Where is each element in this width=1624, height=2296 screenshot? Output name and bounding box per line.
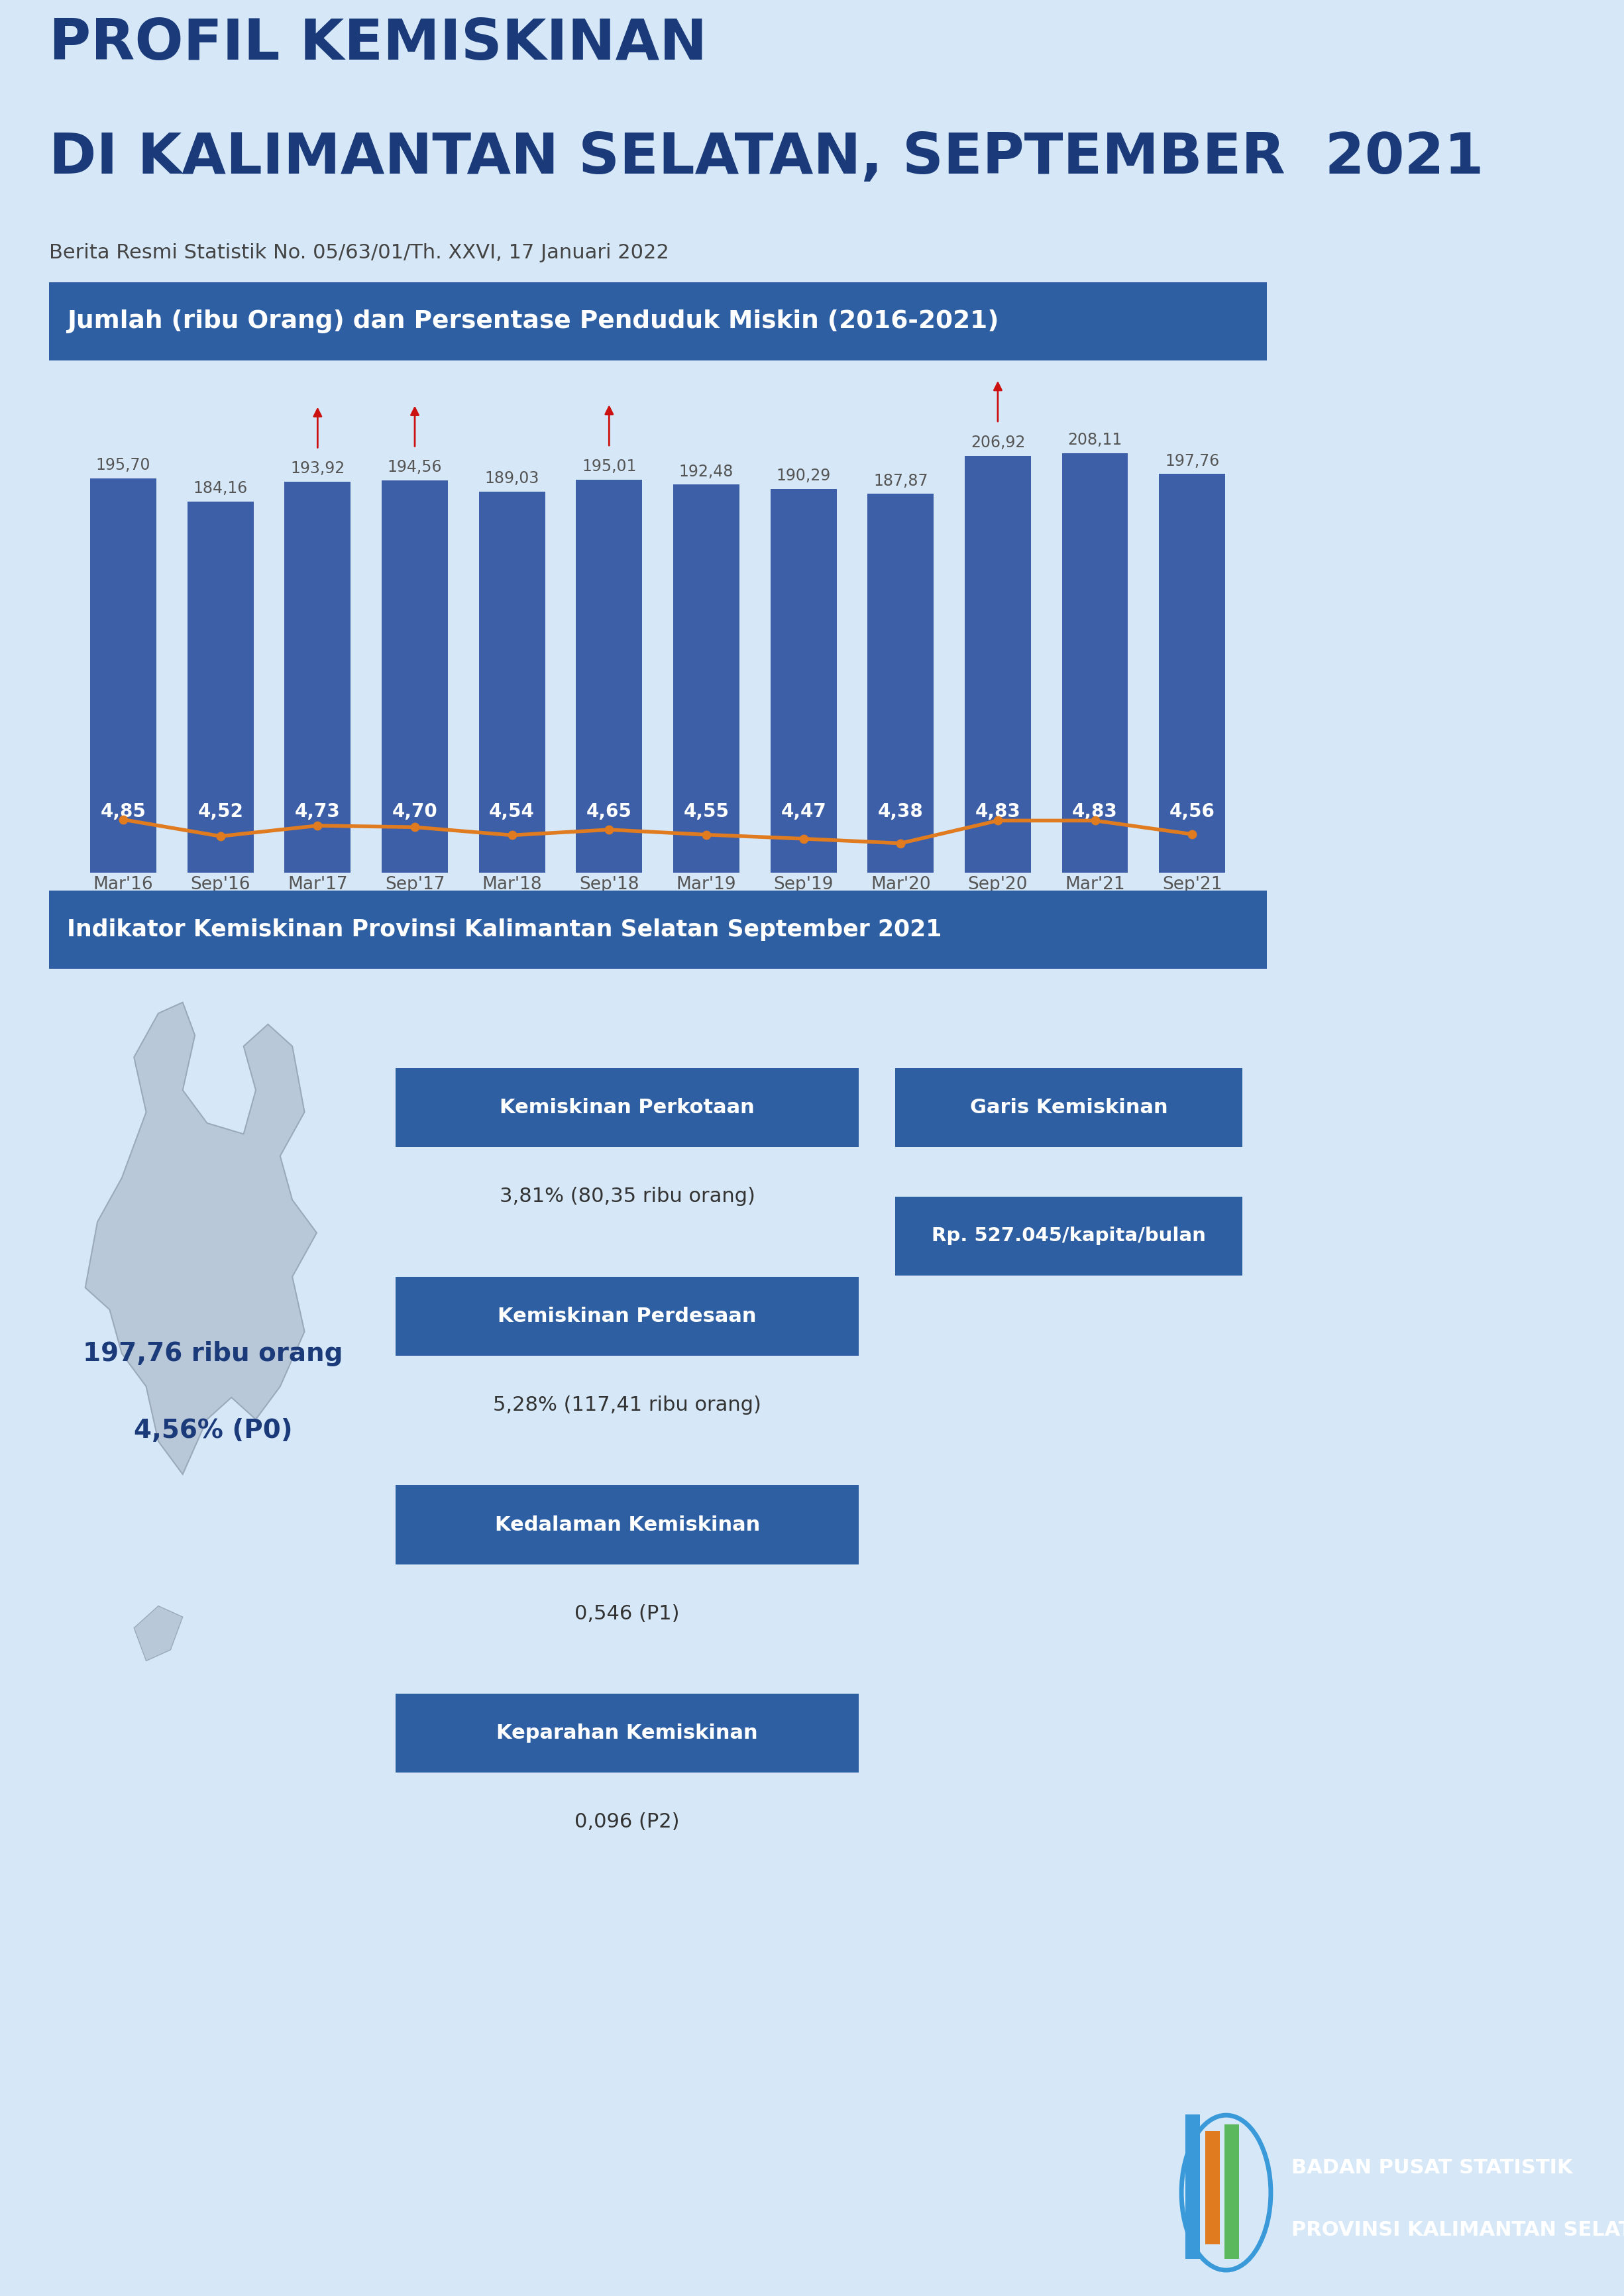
FancyBboxPatch shape (396, 1694, 859, 1773)
Text: Keparahan Kemiskinan: Keparahan Kemiskinan (497, 1724, 758, 1743)
Text: 184,16: 184,16 (193, 480, 248, 496)
Polygon shape (133, 1605, 182, 1660)
FancyBboxPatch shape (396, 1486, 859, 1564)
Text: 0,546 (P1): 0,546 (P1) (575, 1605, 680, 1623)
Bar (187, 501, 253, 872)
Text: 4,73: 4,73 (296, 804, 341, 822)
Bar (1186, 2115, 1200, 2259)
Text: Kemiskinan Perkotaan: Kemiskinan Perkotaan (500, 1097, 755, 1118)
Text: 206,92: 206,92 (971, 434, 1025, 450)
Bar (91, 478, 156, 872)
Text: Berita Resmi Statistik No. 05/63/01/Th. XXVI, 17 Januari 2022: Berita Resmi Statistik No. 05/63/01/Th. … (49, 243, 669, 262)
Text: 208,11: 208,11 (1067, 432, 1122, 448)
Text: Jumlah (ribu Orang) dan Persentase Penduduk Miskin (2016-2021): Jumlah (ribu Orang) dan Persentase Pendu… (67, 310, 999, 333)
Text: 4,56% (P0): 4,56% (P0) (133, 1417, 292, 1442)
Bar (479, 491, 546, 872)
Text: 197,76 ribu orang: 197,76 ribu orang (83, 1341, 343, 1366)
Text: 4,47: 4,47 (781, 804, 827, 822)
Text: 192,48: 192,48 (679, 464, 734, 480)
Bar (674, 484, 739, 872)
Text: 3,81% (80,35 ribu orang): 3,81% (80,35 ribu orang) (500, 1187, 755, 1205)
Text: Garis Kemiskinan: Garis Kemiskinan (970, 1097, 1168, 1118)
Text: DI KALIMANTAN SELATAN, SEPTEMBER  2021: DI KALIMANTAN SELATAN, SEPTEMBER 2021 (49, 131, 1483, 186)
Text: Kemiskinan Perdesaan: Kemiskinan Perdesaan (499, 1306, 757, 1325)
Text: PROFIL KEMISKINAN: PROFIL KEMISKINAN (49, 16, 706, 71)
Text: 189,03: 189,03 (484, 471, 539, 487)
Text: 0,096 (P2): 0,096 (P2) (575, 1812, 680, 1832)
Text: 4,52: 4,52 (198, 804, 244, 822)
Text: 190,29: 190,29 (776, 468, 831, 484)
Text: 4,65: 4,65 (586, 804, 632, 822)
Legend: Penduduk Miskin (Ribu), Persentase (P0): Penduduk Miskin (Ribu), Persentase (P0) (270, 907, 762, 941)
Bar (770, 489, 836, 872)
Text: Kedalaman Kemiskinan: Kedalaman Kemiskinan (495, 1515, 760, 1534)
Bar (965, 455, 1031, 872)
Text: 4,83: 4,83 (974, 804, 1020, 822)
Text: Indikator Kemiskinan Provinsi Kalimantan Selatan September 2021: Indikator Kemiskinan Provinsi Kalimantan… (67, 918, 942, 941)
Text: 4,55: 4,55 (684, 804, 729, 822)
Text: 4,56: 4,56 (1169, 804, 1215, 822)
Text: 197,76: 197,76 (1164, 452, 1220, 468)
FancyBboxPatch shape (396, 1277, 859, 1355)
Polygon shape (86, 1003, 317, 1474)
Text: 4,38: 4,38 (879, 804, 924, 822)
Text: 4,85: 4,85 (101, 804, 146, 822)
Text: 187,87: 187,87 (874, 473, 927, 489)
Text: BADAN PUSAT STATISTIK: BADAN PUSAT STATISTIK (1291, 2158, 1572, 2177)
Text: PROVINSI KALIMANTAN SELATAN: PROVINSI KALIMANTAN SELATAN (1291, 2220, 1624, 2239)
Bar (1160, 473, 1224, 872)
Text: 4,54: 4,54 (489, 804, 534, 822)
Text: 195,70: 195,70 (96, 457, 151, 473)
Bar (1062, 452, 1129, 872)
Bar (382, 480, 448, 872)
Bar (284, 482, 351, 872)
FancyBboxPatch shape (895, 1196, 1242, 1277)
Bar (1205, 2131, 1220, 2245)
Text: 4,70: 4,70 (391, 804, 437, 822)
Text: 4,83: 4,83 (1072, 804, 1117, 822)
Bar (577, 480, 641, 872)
Bar (867, 494, 934, 872)
Text: 194,56: 194,56 (388, 459, 442, 475)
FancyBboxPatch shape (396, 1068, 859, 1148)
Text: 193,92: 193,92 (291, 461, 344, 478)
FancyBboxPatch shape (895, 1068, 1242, 1148)
Text: 195,01: 195,01 (581, 459, 637, 475)
Bar (1224, 2124, 1239, 2259)
Text: 5,28% (117,41 ribu orang): 5,28% (117,41 ribu orang) (494, 1396, 762, 1414)
Text: Rp. 527.045/kapita/bulan: Rp. 527.045/kapita/bulan (932, 1226, 1207, 1244)
